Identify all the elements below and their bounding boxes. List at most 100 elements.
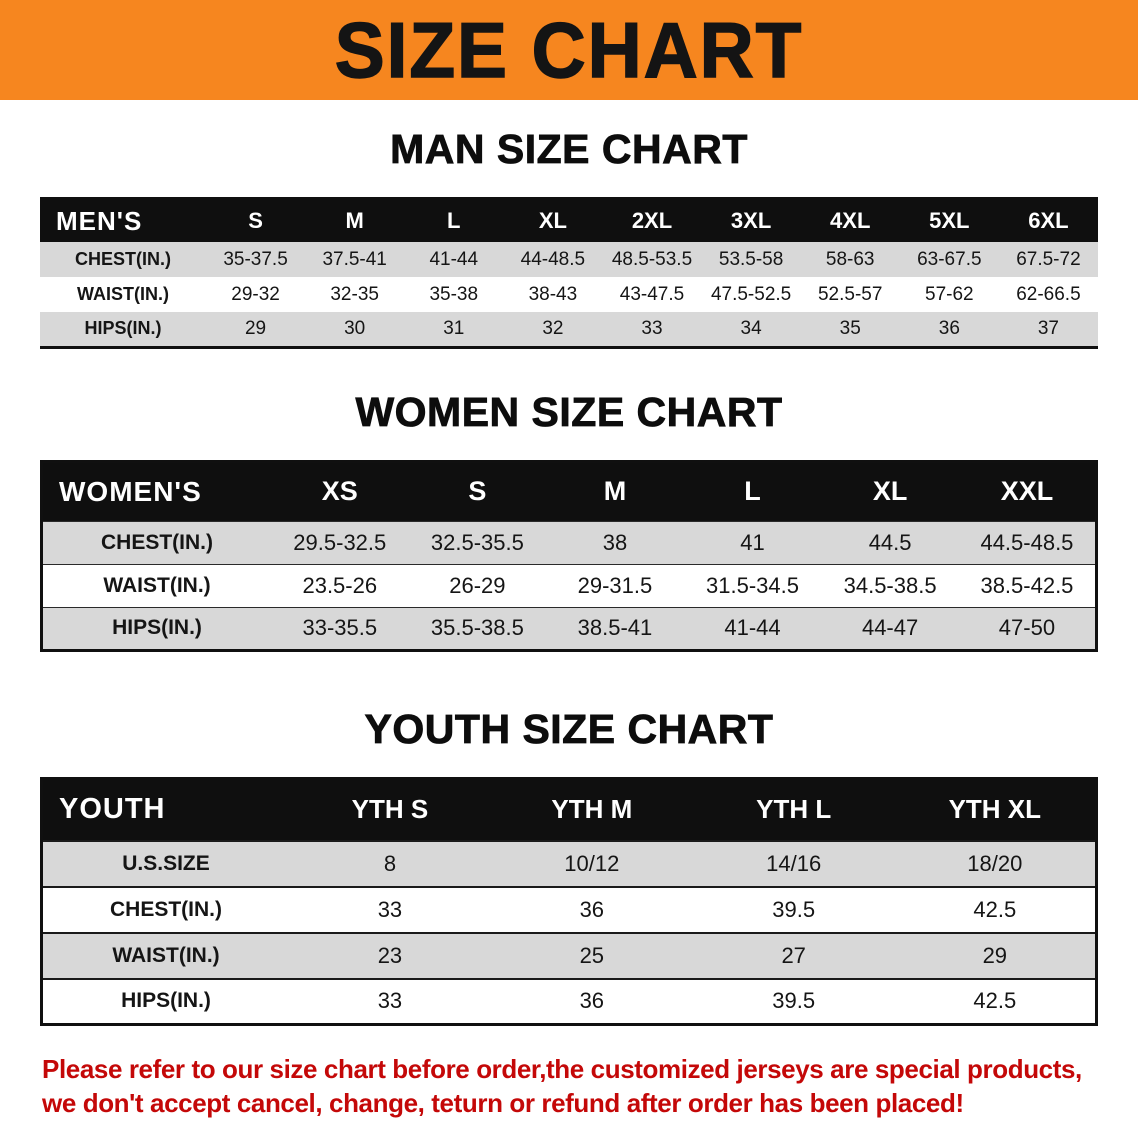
value-cell: 48.5-53.5: [611, 248, 693, 270]
youth-section-heading: YOUTH SIZE CHART: [364, 705, 774, 752]
row-label-cell: CHEST(IN.): [110, 897, 222, 921]
size-header-cell: 6XL: [998, 198, 1098, 242]
size-header-cell: YTH S: [289, 778, 491, 841]
size-header-cell: YTH M: [490, 778, 693, 841]
value-cell: 38: [602, 529, 628, 555]
value-cell: 25: [579, 942, 605, 968]
value-cell: 44.5: [868, 529, 912, 555]
row-label-cell: HIPS(IN.): [121, 989, 211, 1013]
table-row: CHEST(IN.) 29.5-32.5 32.5-35.5 38 41 44.5 44.5…: [41, 521, 1097, 564]
women-size-table: WOMEN'S XS S M L XL XXL CHEST(IN.) 29.5-32.5 32.5…: [40, 459, 1098, 652]
value-cell: 34.5-38.5: [843, 572, 937, 598]
table-row: HIPS(IN.) 33 36 39.5 42.5: [41, 978, 1097, 1025]
table-corner-label: WOMEN'S: [41, 461, 271, 521]
table-row: HIPS(IN.) 33-35.5 35.5-38.5 38.5-41 41-44 44-…: [41, 607, 1097, 650]
size-header-cell: S: [408, 461, 547, 521]
size-header-cell: 5XL: [899, 198, 999, 242]
row-label-cell: HIPS(IN.): [112, 616, 202, 639]
size-header-cell: 3XL: [701, 198, 801, 242]
size-header-cell: M: [305, 198, 405, 242]
value-cell: 36: [938, 317, 960, 339]
value-cell: 32: [542, 317, 564, 339]
row-label-cell: WAIST(IN.): [103, 573, 211, 597]
size-header-cell: XS: [271, 461, 409, 521]
women-section-heading: WOMEN SIZE CHART: [355, 388, 783, 435]
value-cell: 53.5-58: [718, 248, 784, 270]
youth-size-table: YOUTH YTH S YTH M YTH L YTH XL U.S.SIZE 8 10/12…: [40, 776, 1098, 1026]
value-cell: 38-43: [528, 283, 578, 305]
size-header-cell: M: [546, 461, 684, 521]
men-section: MAN SIZE CHART MEN'S S M L XL 2XL 3XL 4XL 5XL 6XL…: [0, 126, 1138, 349]
value-cell: 26-29: [449, 572, 506, 598]
value-cell: 32.5-35.5: [430, 529, 524, 555]
value-cell: 14/16: [766, 850, 822, 876]
size-header-cell: S: [206, 198, 306, 242]
value-cell: 29: [982, 942, 1008, 968]
size-header-cell: YTH L: [692, 778, 895, 841]
value-cell: 32-35: [330, 283, 379, 305]
value-cell: 27: [781, 942, 806, 968]
value-cell: 31: [443, 317, 465, 339]
value-cell: 35-37.5: [223, 248, 288, 270]
value-cell: 37.5-41: [322, 248, 387, 270]
youth-section: YOUTH SIZE CHART YOUTH YTH S YTH M YTH L YTH…: [0, 705, 1138, 1026]
table-row: HIPS(IN.) 29 30 31 32 33 34 35 36 37: [40, 312, 1098, 347]
size-header-cell: L: [404, 198, 504, 242]
banner: SIZE CHART: [0, 0, 1138, 100]
row-label-cell: CHEST(IN.): [75, 249, 171, 269]
value-cell: 29: [244, 317, 267, 339]
row-label-cell: CHEST(IN.): [101, 530, 213, 554]
value-cell: 29-31.5: [577, 572, 653, 598]
row-label-cell: WAIST(IN.): [112, 943, 220, 967]
value-cell: 38.5-42.5: [980, 572, 1074, 598]
value-cell: 39.5: [772, 896, 816, 922]
value-cell: 41-44: [724, 615, 781, 640]
value-cell: 29-32: [231, 283, 280, 305]
row-label-cell: U.S.SIZE: [122, 851, 210, 875]
row-label-cell: HIPS(IN.): [84, 318, 162, 339]
value-cell: 42.5: [973, 896, 1017, 922]
value-cell: 57-62: [925, 283, 974, 305]
table-row: WAIST(IN.) 23.5-26 26-29 29-31.5 31.5-34.5 34…: [41, 564, 1097, 607]
value-cell: 29.5-32.5: [293, 529, 387, 555]
value-cell: 33: [377, 988, 403, 1014]
value-cell: 33-35.5: [302, 615, 378, 640]
value-cell: 36: [579, 896, 605, 922]
value-cell: 23.5-26: [302, 572, 378, 598]
size-header-cell: 4XL: [800, 198, 900, 242]
disclaimer-line-1: Please refer to our size chart before or…: [42, 1054, 1082, 1084]
banner-title: SIZE CHART: [334, 5, 804, 95]
value-cell: 18/20: [967, 850, 1023, 876]
value-cell: 58-63: [825, 248, 875, 270]
size-header-cell: XL: [503, 198, 603, 242]
value-cell: 41-44: [429, 248, 479, 270]
size-header-cell: 2XL: [602, 198, 702, 242]
value-cell: 37: [1037, 317, 1059, 339]
value-cell: 42.5: [973, 988, 1017, 1014]
value-cell: 62-66.5: [1016, 283, 1081, 305]
value-cell: 43-47.5: [619, 283, 685, 305]
table-row: WAIST(IN.) 23 25 27 29: [41, 932, 1097, 979]
value-cell: 44.5-48.5: [980, 529, 1074, 555]
table-corner-label: YOUTH: [41, 778, 289, 841]
disclaimer-note: Please refer to our size chart before or…: [42, 1052, 1138, 1121]
women-section: WOMEN SIZE CHART WOMEN'S XS S M L XL XXL CHEST(…: [0, 388, 1138, 652]
table-row: CHEST(IN.) 33 36 39.5 42.5: [41, 886, 1097, 933]
table-header-row: MEN'S S M L XL 2XL 3XL 4XL 5XL 6XL: [40, 198, 1098, 242]
value-cell: 34: [740, 317, 762, 339]
size-header-cell: XL: [821, 461, 959, 521]
value-cell: 33: [377, 896, 403, 922]
table-row: U.S.SIZE 8 10/12 14/16 18/20: [41, 840, 1097, 887]
table-row: WAIST(IN.) 29-32 32-35 35-38 38-43 43-47.5 47.…: [40, 277, 1098, 312]
table-corner-label: MEN'S: [40, 198, 206, 242]
value-cell: 35-38: [429, 283, 479, 305]
disclaimer-line-2: we don't accept cancel, change, teturn o…: [42, 1088, 964, 1119]
value-cell: 52.5-57: [817, 283, 883, 305]
table-header-row: YOUTH YTH S YTH M YTH L YTH XL: [41, 778, 1097, 841]
value-cell: 38.5-41: [577, 615, 653, 640]
value-cell: 10/12: [564, 850, 620, 876]
value-cell: 44-48.5: [520, 248, 586, 270]
table-header-row: WOMEN'S XS S M L XL XXL: [41, 461, 1097, 521]
size-header-cell: L: [683, 461, 822, 521]
